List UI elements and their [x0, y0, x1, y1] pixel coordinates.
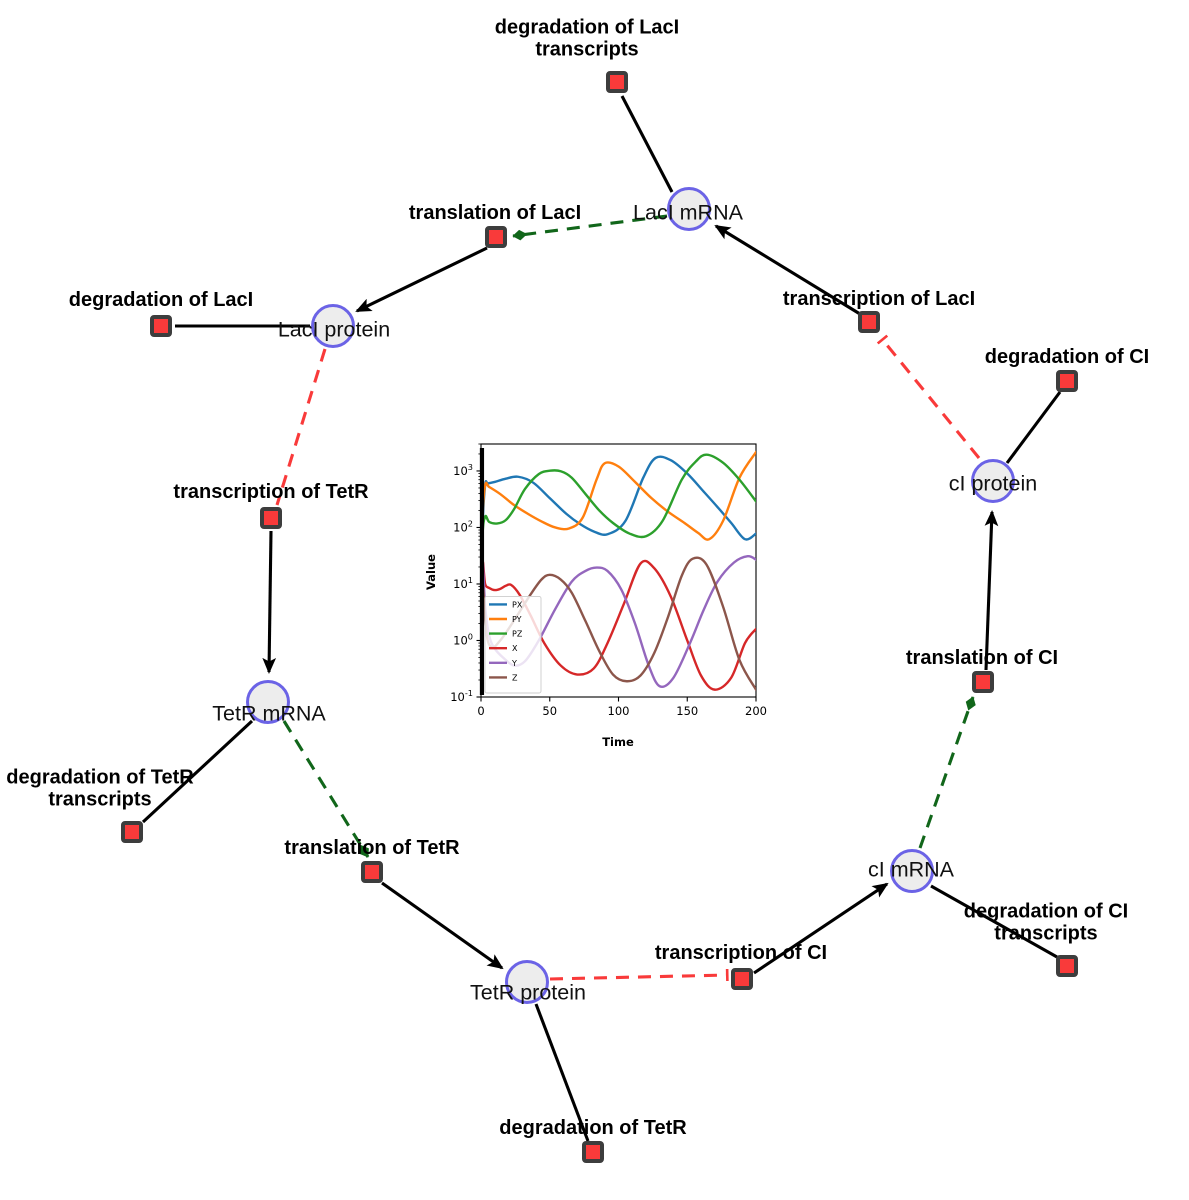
- edge-laci-protein-to-transcription-tetr: [275, 348, 327, 506]
- chart-xtick-label: 200: [745, 704, 767, 718]
- reaction-label-deg-tetr-transcripts: degradation of TetR transcripts: [6, 766, 194, 811]
- reaction-label-translation-laci: translation of LacI: [408, 201, 582, 224]
- edge-laci-mrna-to-translation-laci: [512, 214, 668, 241]
- edge-translation-tetr-to-tetr-protein: [381, 881, 504, 970]
- reaction-label-deg-ci: degradation of CI: [984, 345, 1150, 368]
- reaction-node-transcription-tetr[interactable]: [260, 507, 282, 529]
- chart-ylabel: Value: [424, 554, 438, 590]
- chart-ytick-label: 103: [453, 462, 473, 478]
- chart-legend-box: [484, 595, 542, 694]
- species-node-laci-protein[interactable]: [311, 304, 355, 348]
- chart-series-py: [481, 450, 756, 636]
- edge-tetr-mrna-to-deg-tetr-transcripts: [141, 719, 254, 824]
- reaction-label-deg-ci-transcripts: degradation of CI transcripts: [963, 900, 1129, 945]
- reaction-node-deg-ci-transcripts[interactable]: [1056, 955, 1078, 977]
- chart-ytick-label: 10-1: [450, 688, 473, 704]
- edge-transcription-ci-to-ci-mrna: [753, 882, 889, 975]
- edge-ci-mrna-to-deg-ci-transcripts: [930, 884, 1058, 959]
- species-node-laci-mrna[interactable]: [667, 187, 711, 231]
- species-label-ci-mrna: cI mRNA: [868, 857, 954, 882]
- chart-ytick-label: 100: [453, 631, 473, 647]
- species-label-ci-protein: cI protein: [948, 471, 1038, 496]
- edge-tetr-protein-to-transcription-ci: [549, 968, 729, 982]
- reaction-node-deg-laci-transcripts[interactable]: [606, 71, 628, 93]
- reaction-node-translation-ci[interactable]: [972, 671, 994, 693]
- species-node-tetr-mrna[interactable]: [246, 680, 290, 724]
- edge-ci-protein-to-transcription-laci: [876, 334, 981, 459]
- species-label-tetr-mrna: TetR mRNA: [212, 701, 326, 726]
- edge-laci-mrna-to-deg-laci-transcripts: [620, 95, 674, 193]
- reaction-label-translation-tetr: translation of TetR: [284, 836, 460, 859]
- reaction-label-transcription-ci: transcription of CI: [654, 941, 828, 964]
- chart-series-x: [481, 559, 756, 691]
- species-label-tetr-protein: TetR protein: [470, 980, 586, 1005]
- chart-series-pz: [481, 453, 756, 638]
- reaction-label-transcription-laci: transcription of LacI: [782, 287, 976, 310]
- chart-ytick-label: 101: [453, 575, 473, 591]
- species-label-laci-protein: LacI protein: [277, 317, 391, 342]
- chart-xlabel: Time: [602, 735, 634, 749]
- reaction-label-deg-laci-transcripts: degradation of LacI transcripts: [494, 16, 680, 61]
- chart-legend-label-pz: PZ: [512, 630, 523, 639]
- reaction-node-deg-laci[interactable]: [150, 315, 172, 337]
- chart-legend-label-y: Y: [511, 659, 517, 668]
- chart-ytick-label: 102: [453, 518, 473, 534]
- reaction-node-deg-tetr-transcripts[interactable]: [121, 821, 143, 843]
- reaction-node-translation-tetr[interactable]: [361, 861, 383, 883]
- reaction-label-deg-laci: degradation of LacI: [68, 288, 254, 311]
- chart-legend-label-z: Z: [512, 673, 518, 682]
- edge-ci-mrna-to-translation-ci: [918, 696, 976, 849]
- species-node-ci-protein[interactable]: [971, 459, 1015, 503]
- reaction-label-deg-tetr: degradation of TetR: [499, 1116, 687, 1139]
- edge-tetr-protein-to-deg-tetr: [534, 1003, 590, 1142]
- edge-tetr-mrna-to-translation-tetr: [282, 720, 370, 858]
- edge-translation-ci-to-ci-protein: [984, 509, 999, 671]
- reaction-node-deg-tetr[interactable]: [582, 1141, 604, 1163]
- chart-xtick-label: 0: [477, 704, 484, 718]
- reaction-label-translation-ci: translation of CI: [905, 646, 1059, 669]
- chart-legend: PX PY PZ XYZ: [484, 595, 542, 694]
- chart-xtick-label: 150: [676, 704, 698, 718]
- reaction-node-transcription-ci[interactable]: [731, 968, 753, 990]
- chart-legend-label-x: X: [512, 644, 518, 653]
- edge-transcription-tetr-to-tetr-mrna: [262, 530, 277, 675]
- chart-legend-label-px: PX: [512, 600, 523, 609]
- reaction-label-transcription-tetr: transcription of TetR: [173, 480, 369, 503]
- edge-transcription-laci-to-laci-mrna: [714, 224, 861, 316]
- chart-series-px: [481, 455, 756, 632]
- edge-translation-laci-to-laci-protein: [355, 246, 488, 313]
- species-label-laci-mrna: LacI mRNA: [633, 200, 743, 225]
- inset-timecourse-chart: 0 50 100 150 200 10-1 100 101 102 103 Time Value …: [413, 432, 773, 762]
- edge-ci-protein-to-deg-ci: [1005, 391, 1062, 464]
- chart-legend-label-py: PY: [512, 615, 522, 624]
- species-node-ci-mrna[interactable]: [890, 849, 934, 893]
- chart-xtick-label: 100: [608, 704, 630, 718]
- chart-ticks-layer: 0 50 100 150 200 10-1 100 101 102 103: [450, 443, 767, 718]
- chart-xtick-label: 50: [542, 704, 557, 718]
- reaction-node-deg-ci[interactable]: [1056, 370, 1078, 392]
- chart-axis-titles: Time Value: [424, 554, 634, 749]
- species-node-tetr-protein[interactable]: [505, 960, 549, 1004]
- reaction-node-translation-laci[interactable]: [485, 226, 507, 248]
- reaction-node-transcription-laci[interactable]: [858, 311, 880, 333]
